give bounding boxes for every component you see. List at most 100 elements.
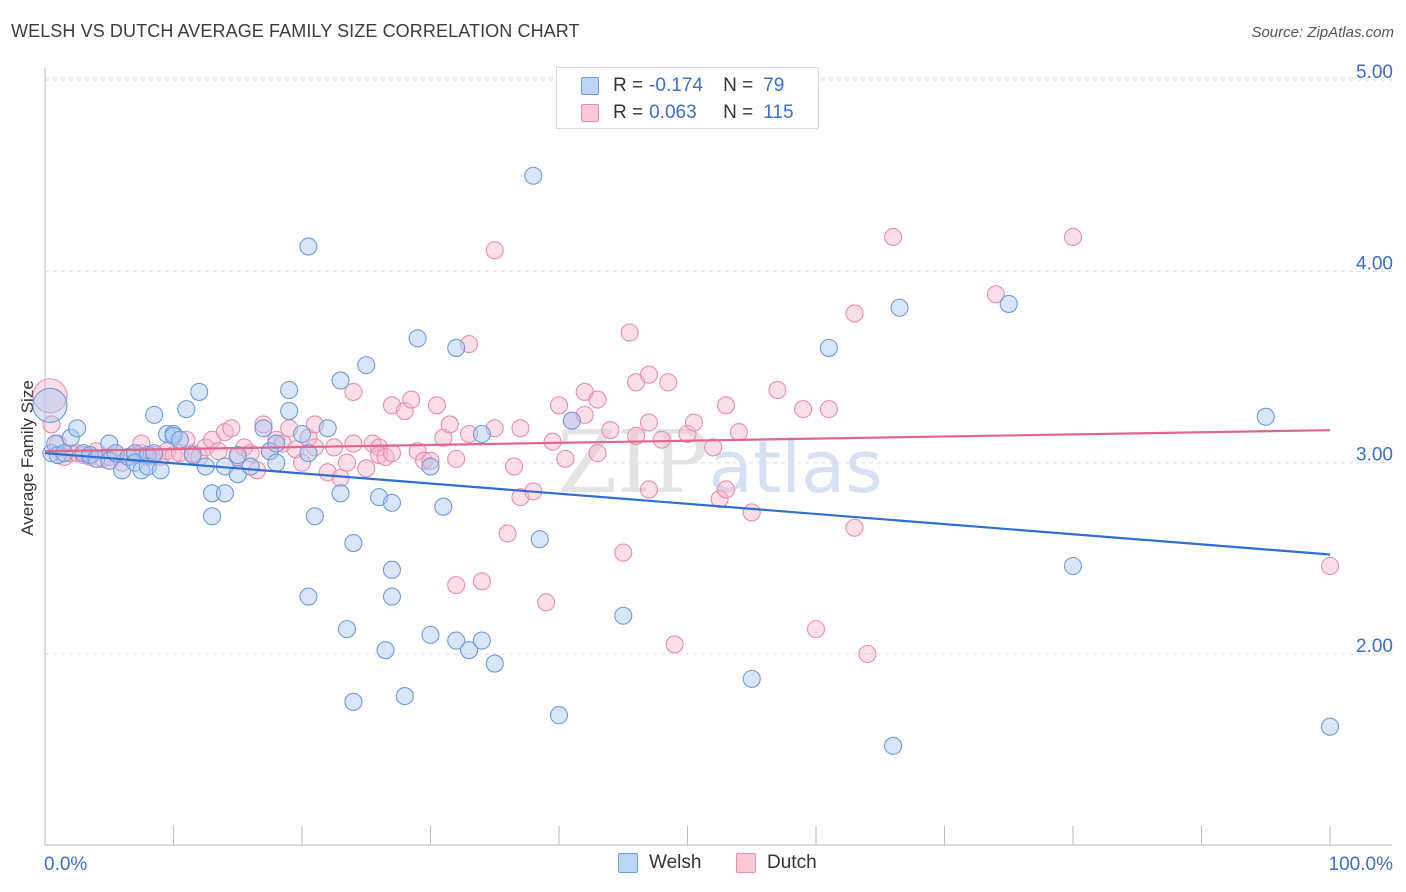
welsh-point [614,606,633,625]
dutch-point [209,442,228,461]
dutch-point [447,449,466,468]
dutch-point [1320,556,1340,576]
welsh-point [183,445,202,465]
dutch-point [421,451,440,470]
welsh-point [203,484,222,503]
welsh-point [357,356,376,375]
welsh-point [203,507,222,526]
welsh-point [890,298,909,317]
dutch-point [292,453,312,472]
dutch-point [858,644,877,664]
welsh-point [742,669,761,688]
welsh-point [459,641,479,660]
dutch-point [627,426,646,445]
welsh-legend-swatch [618,853,638,873]
welsh-point [299,444,318,463]
welsh-point [382,493,402,512]
y-tick-label: 4.00 [1356,253,1393,274]
dutch-point [222,419,241,438]
legend-item-dutch[interactable]: Dutch [736,852,817,874]
dutch-point [537,593,556,612]
dutch-point [459,424,479,444]
welsh-trend-line [44,452,1331,556]
x-tick-label-end: 100.0% [1329,854,1394,875]
welsh-point [819,338,838,357]
welsh-point [472,631,491,650]
welsh-point [447,631,466,650]
welsh-point [254,419,273,438]
welsh-point [241,457,260,476]
dutch-point [806,620,826,639]
y-tick-label: 5.00 [1356,62,1393,83]
welsh-point [408,329,427,348]
grid-lines [45,77,1392,655]
welsh-point [32,387,68,423]
dutch-point [427,396,446,415]
welsh-point [344,533,363,553]
welsh-point [151,461,170,480]
dutch-n-label: N = [723,102,754,123]
dutch-point [620,323,639,342]
dutch-point [32,378,68,414]
welsh-point [447,338,466,357]
welsh-point [228,445,247,465]
dutch-trend-line [44,429,1331,453]
welsh-point [145,405,164,424]
series-legend: Welsh Dutch [0,852,1406,878]
welsh-point [267,434,286,453]
dutch-point [395,401,414,421]
welsh-point [1063,556,1083,576]
welsh-point [280,380,299,400]
welsh-point [177,400,196,419]
dutch-point [794,400,813,419]
welsh-point [1256,407,1275,426]
welsh-r-label: R = [613,75,644,96]
legend-row-dutch: R = 0.063 N = 115 [581,101,794,125]
welsh-point [382,587,402,606]
welsh-n-label: N = [723,75,754,96]
welsh-point [999,294,1018,313]
dutch-n-value: 115 [763,102,794,123]
y-tick-label: 3.00 [1356,445,1393,466]
dutch-point [652,430,671,449]
welsh-point [382,560,402,579]
dutch-point [543,432,562,451]
dutch-point [549,396,569,415]
dutch-point [684,413,703,432]
welsh-point [337,620,357,639]
dutch-point [344,434,363,453]
dutch-point [357,459,376,478]
welsh-point [530,530,549,549]
dutch-point [639,413,659,432]
welsh-point [280,401,299,421]
dutch-point [710,489,729,509]
dutch-point [344,382,363,401]
dutch-point [254,415,273,434]
welsh-point [331,484,350,503]
y-tick-label: 2.00 [1356,636,1393,657]
dutch-r-label: R = [613,102,644,123]
dutch-point [472,572,491,591]
y-tick-labels: 2.00 3.00 4.00 5.00 [1356,62,1393,657]
correlation-legend: R = -0.174 N = 79 R = 0.063 N = 115 [556,67,819,129]
axes [44,68,1392,846]
source-label: Source: ZipAtlas.com [1251,24,1394,41]
welsh-point [68,419,87,438]
welsh-point [485,654,504,673]
dutch-point [402,390,421,409]
welsh-point [524,166,543,185]
legend-row-welsh: R = -0.174 N = 79 [581,74,784,98]
dutch-r-value: 0.063 [649,102,697,123]
dutch-point [408,442,427,461]
welsh-point [884,736,903,755]
dutch-point [845,518,864,537]
dutch-point [504,457,524,476]
dutch-point [659,373,678,392]
welsh-r-value: -0.174 [649,75,703,96]
welsh-point [215,484,234,503]
dutch-point [716,396,736,415]
legend-item-welsh[interactable]: Welsh [618,852,701,874]
welsh-point [145,444,164,463]
dutch-point [716,480,736,499]
